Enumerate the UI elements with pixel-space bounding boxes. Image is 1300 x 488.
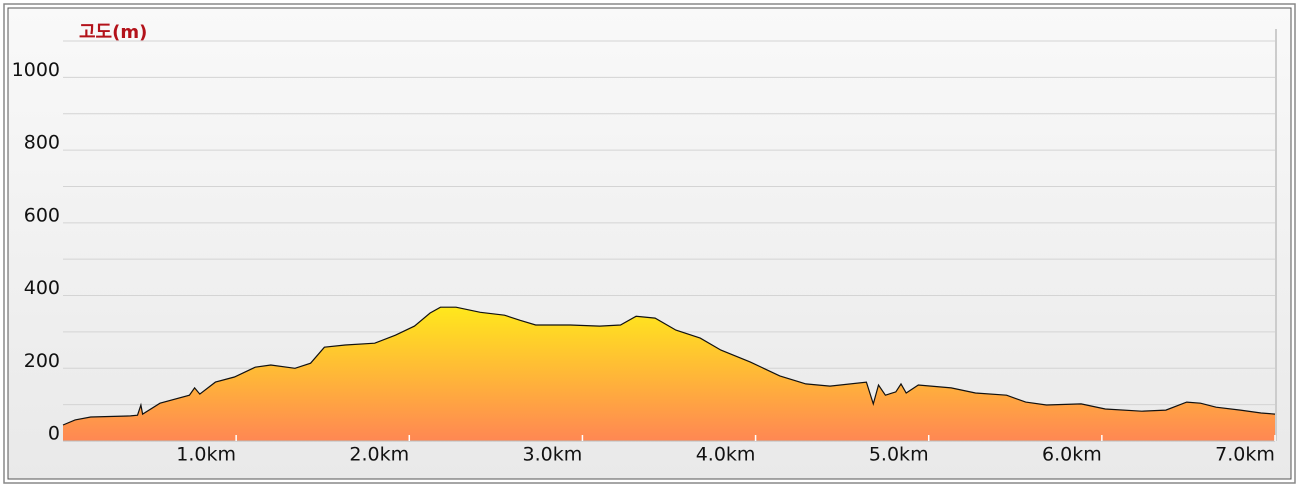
y-tick-label: 200: [24, 350, 60, 372]
y-axis-title: 고도(m): [79, 22, 147, 43]
x-tick-label: 3.0km: [523, 444, 583, 466]
x-tick-label: 4.0km: [696, 444, 756, 466]
y-tick-label: 0: [48, 423, 60, 445]
elevation-line: [62, 306, 1276, 426]
y-tick-label: 600: [24, 204, 60, 226]
y-tick-label: 1000: [12, 59, 60, 81]
y-tick-label: 400: [24, 277, 60, 299]
x-tick-label: 7.0km: [1215, 444, 1275, 466]
x-tick-label: 5.0km: [869, 444, 929, 466]
x-tick-label: 1.0km: [176, 444, 236, 466]
x-tick-label: 6.0km: [1042, 444, 1102, 466]
x-tick-label: 2.0km: [349, 444, 409, 466]
y-tick-label: 800: [24, 132, 60, 154]
elevation-area: [63, 307, 1275, 441]
